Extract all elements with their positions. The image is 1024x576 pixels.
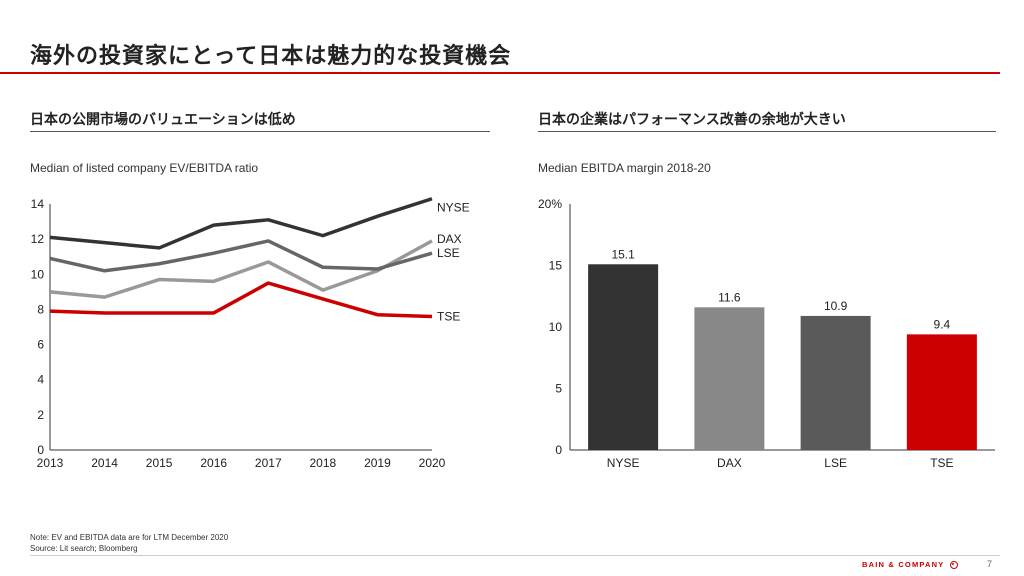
y-tick-label: 0 <box>37 443 44 457</box>
brand-name: BAIN & COMPANY <box>862 560 945 569</box>
right-panel-heading: 日本の企業はパフォーマンス改善の余地が大きい <box>538 112 846 128</box>
footnote-source: Source: Lit search; Bloomberg <box>30 544 138 553</box>
x-tick-label: 2017 <box>255 456 282 470</box>
right-panel-divider <box>538 131 996 132</box>
brand-mark-icon <box>949 560 958 569</box>
slide-title: 海外の投資家にとって日本は魅力的な投資機会 <box>30 44 512 69</box>
series-line-dax <box>49 239 433 299</box>
y-tick-label: 5 <box>555 382 562 396</box>
bar-value-label: 9.4 <box>934 317 951 331</box>
y-tick-label: 10 <box>31 267 45 281</box>
bar-nyse <box>588 264 659 450</box>
series-label-tse: TSE <box>437 309 460 323</box>
y-tick-label: 14 <box>31 197 45 211</box>
y-tick-label: 0 <box>555 443 562 457</box>
bar-lse <box>800 315 871 450</box>
x-tick-label: 2020 <box>419 456 446 470</box>
x-tick-label: 2019 <box>364 456 391 470</box>
brand-logo: BAIN & COMPANY <box>862 560 958 569</box>
x-tick-label: 2015 <box>146 456 173 470</box>
bar-dax <box>694 307 765 450</box>
footnote: Note: EV and EBITDA data are for LTM Dec… <box>30 532 228 554</box>
right-chart-subtitle: Median EBITDA margin 2018-20 <box>538 161 711 175</box>
series-label-nyse: NYSE <box>437 201 470 215</box>
left-panel-divider <box>30 131 490 132</box>
y-tick-label: 8 <box>37 302 44 316</box>
series-line-tse <box>49 281 433 319</box>
x-tick-label: 2013 <box>37 456 64 470</box>
bar-value-label: 10.9 <box>824 299 848 313</box>
series-label-lse: LSE <box>437 246 460 260</box>
bar-tse <box>906 334 977 450</box>
y-tick-label: 10 <box>549 320 563 334</box>
left-chart-subtitle: Median of listed company EV/EBITDA ratio <box>30 161 259 175</box>
x-tick-label: 2018 <box>310 456 337 470</box>
bar-value-label: 11.6 <box>718 290 741 304</box>
left-panel-heading: 日本の公開市場のバリュエーションは低め <box>30 112 296 128</box>
footer-divider <box>30 555 1000 556</box>
y-tick-label: 12 <box>31 232 45 246</box>
series-label-dax: DAX <box>437 232 462 246</box>
series-line-nyse <box>49 197 433 250</box>
series-line-lse <box>49 239 433 273</box>
x-tick-label: 2014 <box>91 456 118 470</box>
footnote-note: Note: EV and EBITDA data are for LTM Dec… <box>30 533 229 542</box>
bar-value-label: 15.1 <box>611 247 635 261</box>
x-tick-label: DAX <box>717 456 742 470</box>
y-tick-label: 20% <box>538 197 562 211</box>
y-tick-label: 2 <box>37 408 44 422</box>
page-number: 7 <box>987 559 993 569</box>
y-tick-label: 15 <box>549 259 563 273</box>
y-tick-label: 4 <box>37 373 44 387</box>
x-tick-label: TSE <box>930 456 953 470</box>
y-tick-label: 6 <box>37 338 44 352</box>
x-tick-label: 2016 <box>200 456 227 470</box>
bar-chart-ebitda-margin: 0 5 10 15 20% 15.1 NYSE 11.6 DAX 10.9 LSE 9.4 TSE <box>538 197 995 470</box>
x-tick-label: LSE <box>824 456 847 470</box>
line-chart-ev-ebitda: 0 2 4 6 8 10 12 14 2013 2014 2015 2016 2017 2018 2019 2… <box>31 197 470 470</box>
x-tick-label: NYSE <box>607 456 640 470</box>
title-divider <box>0 72 1000 74</box>
